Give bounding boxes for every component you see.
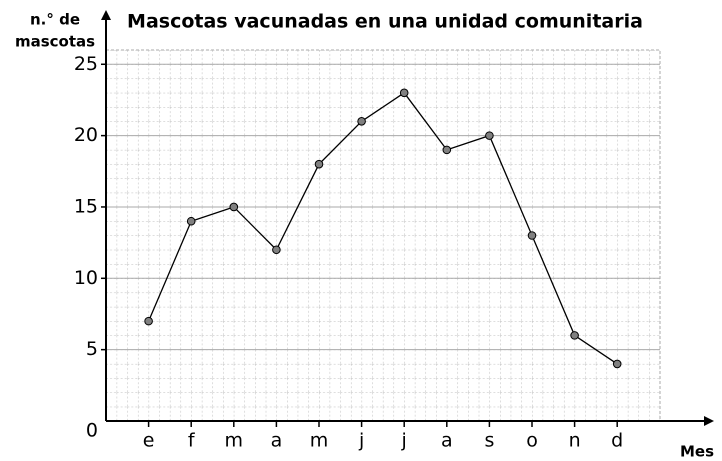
- y-tick-label: 5: [86, 338, 98, 360]
- y-tick-label: 20: [74, 124, 98, 146]
- data-point: [314, 159, 324, 169]
- y-axis-label: n.° de: [30, 11, 80, 29]
- y-axis-label: mascotas: [15, 33, 95, 51]
- data-point: [527, 231, 537, 240]
- data-point: [357, 117, 366, 126]
- y-tick-label: 15: [74, 195, 98, 217]
- x-tick-label: s: [484, 430, 494, 452]
- data-point: [229, 202, 239, 212]
- data-point: [399, 88, 409, 98]
- y-tick-label: 10: [74, 267, 98, 289]
- x-tick-label: a: [271, 430, 283, 452]
- x-tick-label: n: [569, 430, 581, 452]
- x-axis-label: Mes: [680, 443, 714, 461]
- data-point: [144, 316, 153, 326]
- data-point: [272, 245, 281, 255]
- data-point: [570, 331, 579, 340]
- y-tick-label: 25: [74, 53, 98, 75]
- y-tick-label: 0: [86, 420, 98, 442]
- x-tick-label: o: [526, 430, 538, 452]
- x-tick-label: e: [143, 430, 155, 452]
- x-tick-label: a: [441, 430, 453, 452]
- x-tick-label: d: [611, 430, 623, 452]
- x-tick-label: m: [310, 430, 329, 452]
- minor-grid: [106, 50, 660, 421]
- data-point: [442, 145, 452, 155]
- x-tick-label: j: [358, 430, 364, 452]
- x-tick-label: j: [401, 430, 407, 452]
- data-point: [612, 359, 622, 369]
- x-tick-label: f: [188, 430, 196, 452]
- data-point: [186, 216, 196, 226]
- x-tick-label: m: [225, 430, 244, 452]
- data-point: [485, 131, 494, 140]
- chart-title: Mascotas vacunadas en una unidad comunit…: [127, 11, 643, 33]
- series-line: [148, 91, 618, 365]
